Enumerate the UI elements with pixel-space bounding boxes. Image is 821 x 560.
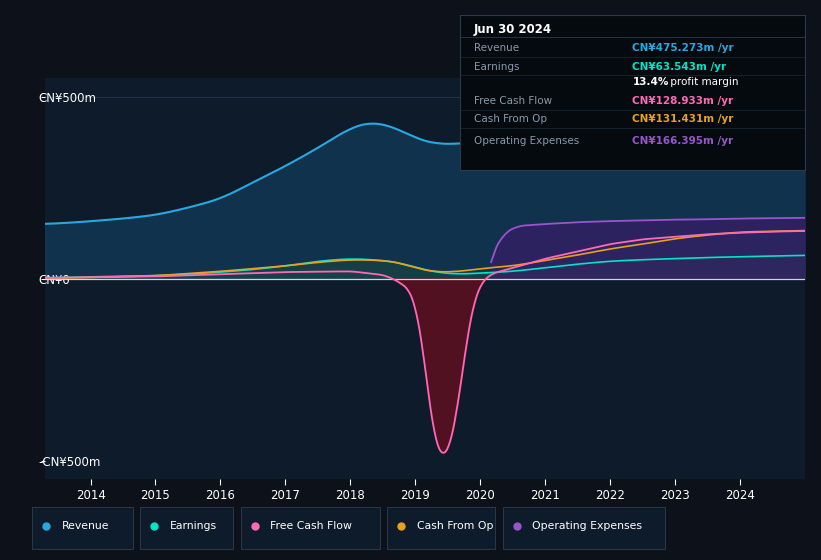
Text: CN¥63.543m /yr: CN¥63.543m /yr	[632, 62, 727, 72]
Text: Earnings: Earnings	[170, 521, 217, 531]
Text: Free Cash Flow: Free Cash Flow	[474, 96, 552, 106]
Text: Cash From Op: Cash From Op	[474, 114, 547, 124]
Text: Cash From Op: Cash From Op	[417, 521, 493, 531]
FancyBboxPatch shape	[140, 507, 233, 549]
Text: Jun 30 2024: Jun 30 2024	[474, 23, 552, 36]
FancyBboxPatch shape	[241, 507, 379, 549]
Text: Operating Expenses: Operating Expenses	[533, 521, 643, 531]
Text: Free Cash Flow: Free Cash Flow	[270, 521, 352, 531]
Text: Operating Expenses: Operating Expenses	[474, 136, 579, 146]
Text: Revenue: Revenue	[62, 521, 109, 531]
Text: CN¥128.933m /yr: CN¥128.933m /yr	[632, 96, 734, 106]
Text: Revenue: Revenue	[474, 43, 519, 53]
FancyBboxPatch shape	[503, 507, 665, 549]
Text: CN¥166.395m /yr: CN¥166.395m /yr	[632, 136, 734, 146]
Text: CN¥131.431m /yr: CN¥131.431m /yr	[632, 114, 734, 124]
Text: profit margin: profit margin	[667, 77, 739, 87]
Text: Earnings: Earnings	[474, 62, 520, 72]
Text: 13.4%: 13.4%	[632, 77, 669, 87]
FancyBboxPatch shape	[32, 507, 133, 549]
FancyBboxPatch shape	[388, 507, 495, 549]
Text: CN¥475.273m /yr: CN¥475.273m /yr	[632, 43, 734, 53]
